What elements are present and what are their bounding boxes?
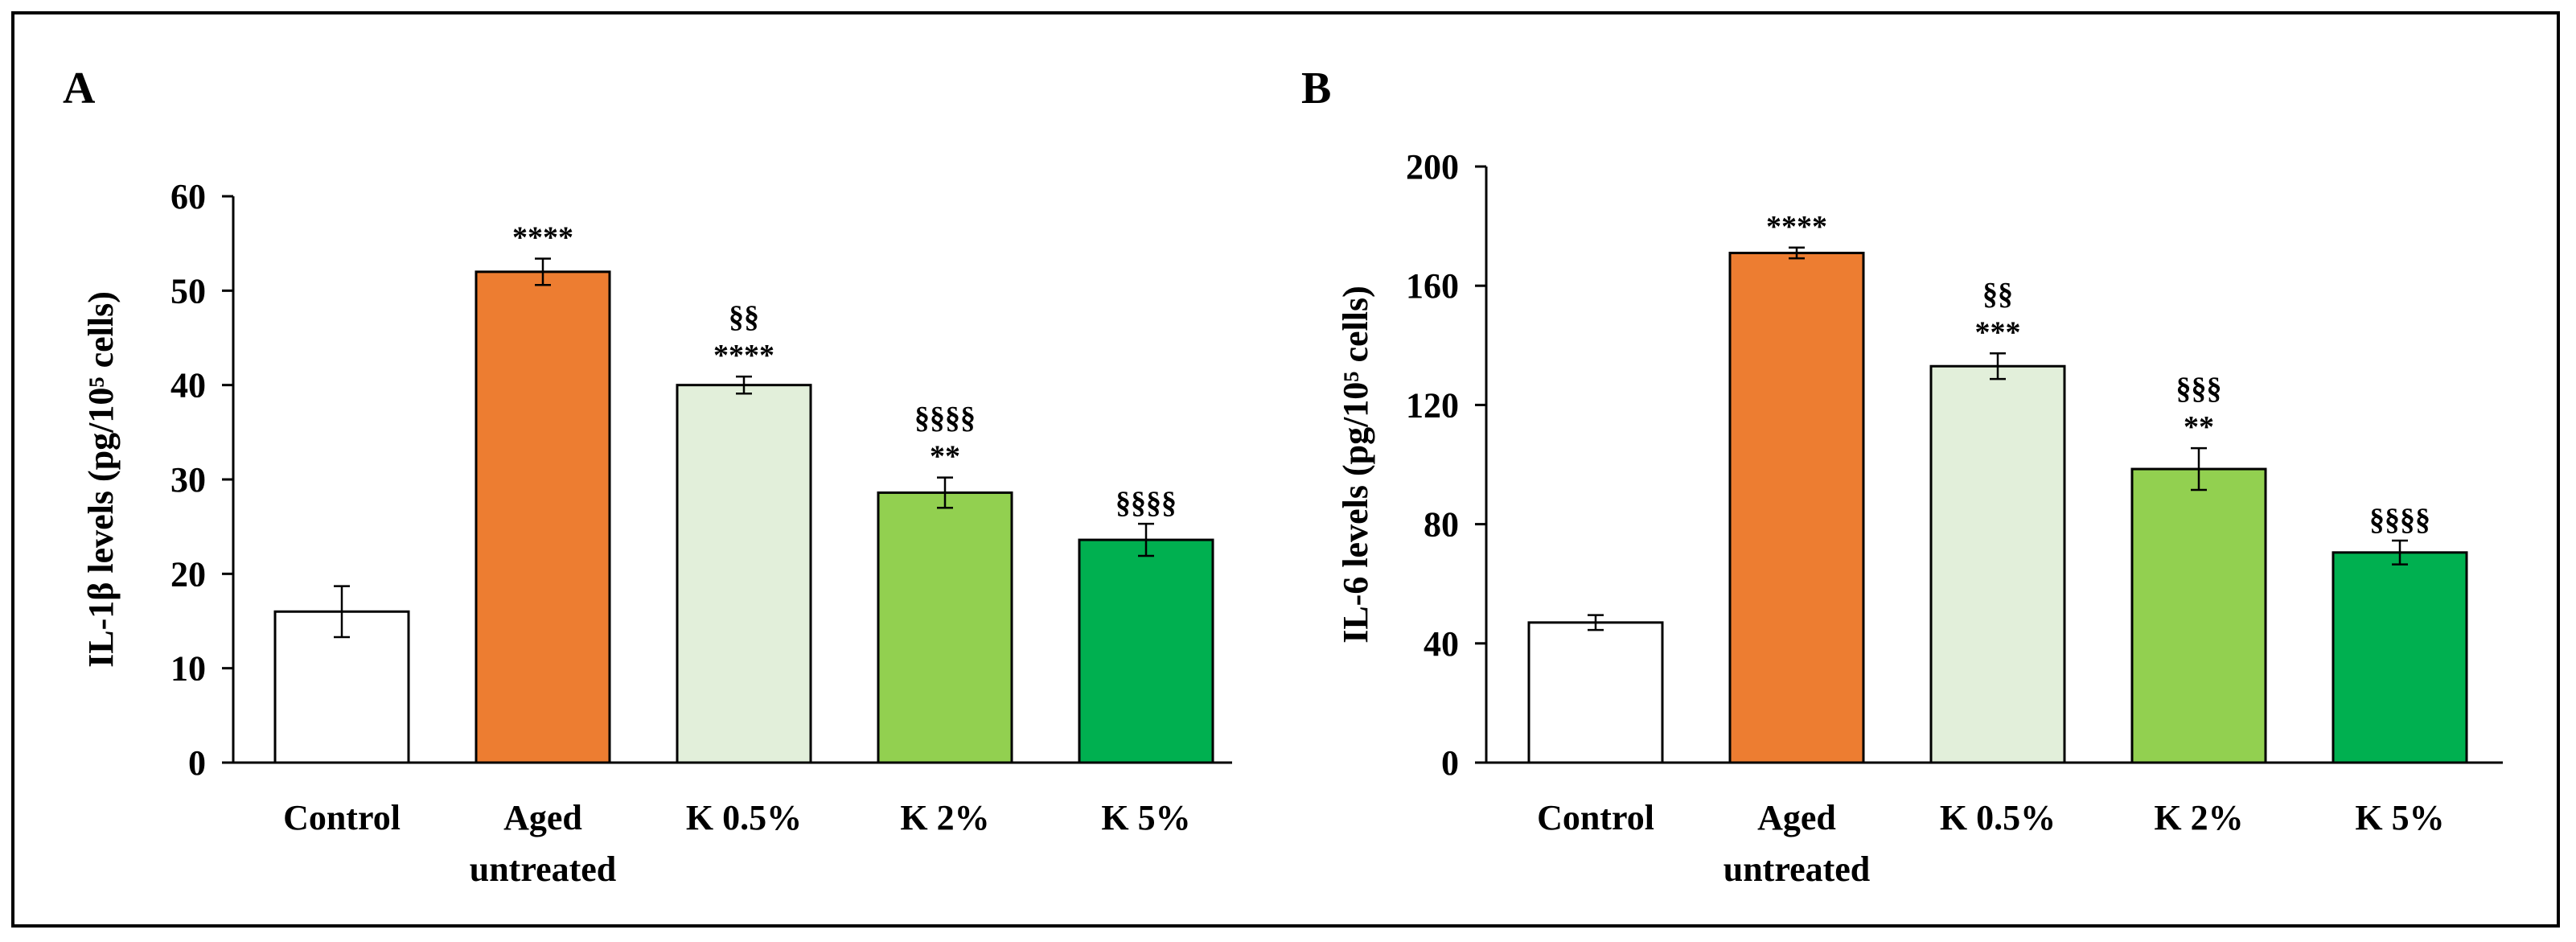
panel-a-significance-label: §§§§ xyxy=(1115,486,1177,520)
panel-b-significance-label: §§ xyxy=(1982,277,2013,311)
panel-a-y-tick-label: 0 xyxy=(188,743,206,783)
panel-a-y-tick-label: 20 xyxy=(171,554,206,594)
panel-b-category-label: untreated xyxy=(1723,849,1871,889)
panel-a-significance-label: **** xyxy=(713,339,774,372)
panel-a-bar xyxy=(676,384,812,764)
panel-b-category-label: K 2% xyxy=(2154,798,2243,837)
panel-b-significance-label: **** xyxy=(1766,210,1827,244)
panel-b-category-label: Aged xyxy=(1757,798,1836,837)
panel-b-bar xyxy=(1929,364,2066,764)
panel-a-y-tick-label: 60 xyxy=(171,177,206,216)
panel-b-category-label: K 5% xyxy=(2355,798,2444,837)
panel-b-y-tick-label: 120 xyxy=(1406,385,1459,425)
panel-b-y-tick-label: 40 xyxy=(1424,624,1459,664)
panel-b-y-tick-label: 0 xyxy=(1441,743,1459,783)
panel-a-y-tick-label: 30 xyxy=(171,460,206,500)
panel-a-y-tick-label: 40 xyxy=(171,366,206,405)
panel-a-significance-label: **** xyxy=(512,220,573,254)
panel-b-letter: B xyxy=(1301,64,1331,113)
panel-a-category-label: untreated xyxy=(470,849,617,889)
panel-b-bar xyxy=(1527,621,1664,764)
panel-a-y-tick-label: 50 xyxy=(171,271,206,311)
panel-b-bar xyxy=(1728,251,1865,764)
panel-b-category-label: K 0.5% xyxy=(1940,798,2056,837)
panel-a-category-label: K 0.5% xyxy=(686,798,802,837)
panel-a-bar xyxy=(475,270,611,764)
figure-frame xyxy=(11,11,2560,928)
panel-b-significance-label: §§§§ xyxy=(2369,503,2430,537)
panel-a-letter: A xyxy=(63,64,96,113)
panel-a-significance-label: §§ xyxy=(729,300,759,334)
panel-a-category-label: Control xyxy=(283,798,401,837)
panel-b-significance-label: ** xyxy=(2184,410,2214,444)
panel-a-bar xyxy=(877,491,1013,764)
panel-b-significance-label: §§§ xyxy=(2176,372,2222,405)
panel-a-significance-label: §§§§ xyxy=(914,401,976,435)
panel-b-y-tick-label: 200 xyxy=(1406,147,1459,187)
panel-a-category-label: Aged xyxy=(503,798,582,837)
panel-b-y-axis-label: IL-6 levels (pg/10⁵ cells) xyxy=(1336,286,1375,644)
panel-b-y-tick-label: 160 xyxy=(1406,266,1459,306)
panel-a-category-label: K 5% xyxy=(1101,798,1190,837)
panel-b-bar xyxy=(2332,551,2468,764)
panel-a-bar xyxy=(1078,538,1214,764)
panel-b-y-tick-label: 80 xyxy=(1424,505,1459,545)
panel-b-bar xyxy=(2130,467,2267,764)
panel-a-category-label: K 2% xyxy=(900,798,989,837)
panel-a-y-axis-label: IL-1β levels (pg/10⁵ cells) xyxy=(81,291,121,668)
panel-a-y-tick-label: 10 xyxy=(171,649,206,689)
panel-b-category-label: Control xyxy=(1537,798,1654,837)
panel-b-significance-label: *** xyxy=(1975,315,2021,349)
panel-a-significance-label: ** xyxy=(930,440,960,474)
